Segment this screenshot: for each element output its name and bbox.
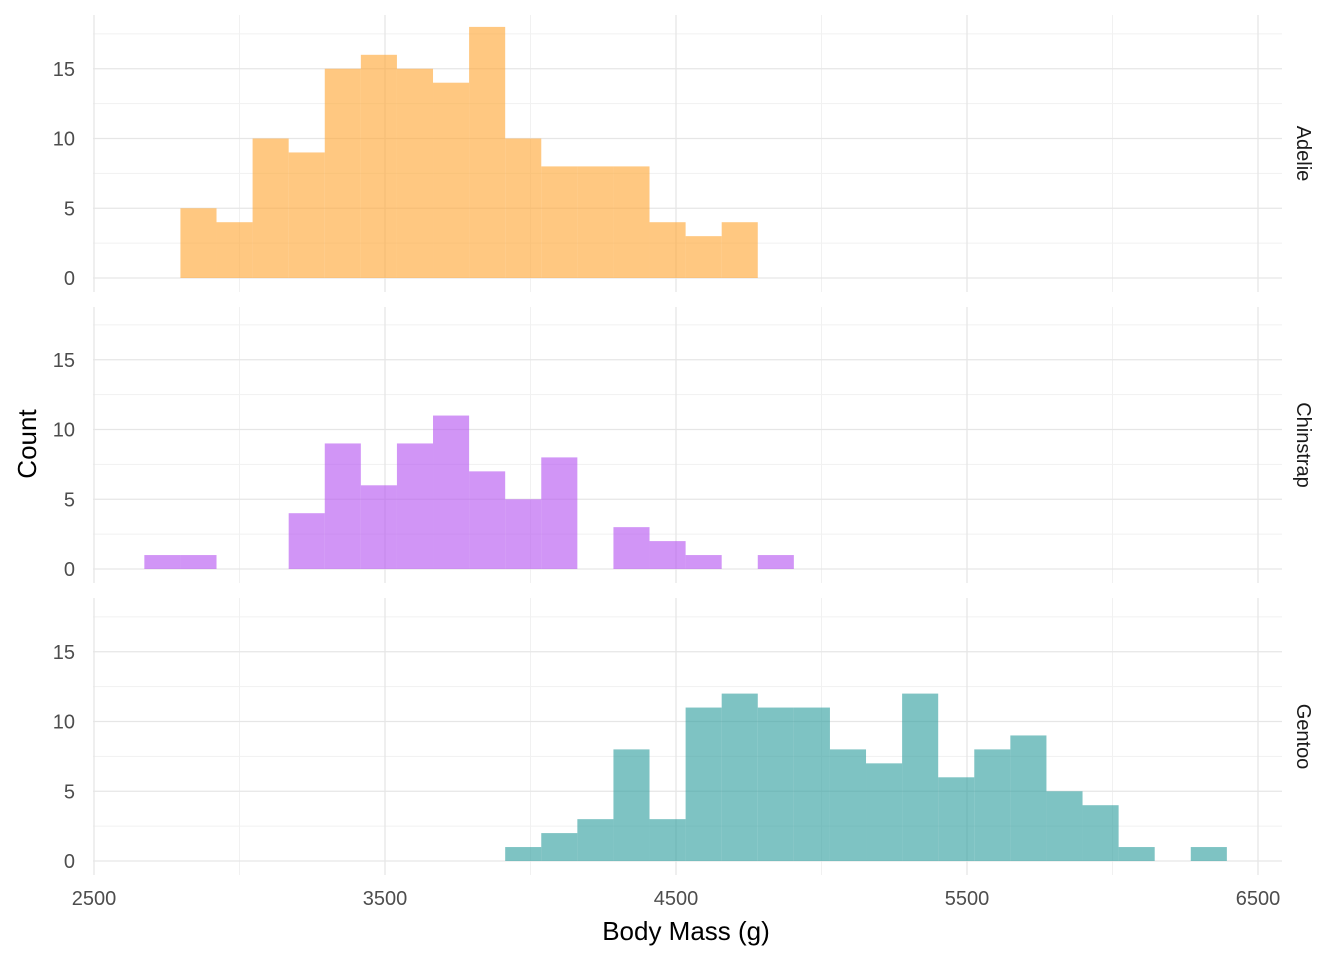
histogram-bar [180,208,217,278]
histogram-bar [793,707,830,861]
histogram-bar [252,138,289,278]
facet-strip-label: Chinstrap [1292,402,1314,488]
y-tick-label: 10 [53,129,75,151]
histogram-bar [757,555,794,569]
facet-panel-adelie: 0 5 10 15 Adelie [53,15,1314,292]
facet-strip-label: Adelie [1292,126,1314,182]
histogram-bar [1010,735,1047,861]
histogram-bar [685,707,722,861]
facet-panel-gentoo: 0 5 10 15 Gentoo [53,598,1314,875]
histogram-bar [360,485,397,569]
histogram-bar [288,152,325,278]
facet-panels: 0 5 10 15 Adelie 0 5 10 15 Chinstrap 0 5 10 15 Gentoo 2… [53,15,1314,910]
histogram-bar [541,833,578,861]
facet-panel-chinstrap: 0 5 10 15 Chinstrap [53,307,1314,583]
y-tick-label: 10 [53,420,75,442]
y-tick-label: 5 [64,198,75,220]
x-axis-title: Body Mass (g) [602,916,770,946]
histogram-bar [360,54,397,278]
histogram-bar [541,457,578,569]
x-tick-label: 6500 [1236,888,1281,910]
x-tick-label: 2500 [72,888,117,910]
histogram-bar [613,749,650,861]
y-tick-label: 0 [64,851,75,873]
y-tick-label: 15 [53,350,75,372]
histogram-bar [505,847,542,861]
y-tick-label: 5 [64,781,75,803]
y-tick-label: 0 [64,559,75,581]
histogram-bar [866,763,903,861]
y-tick-label: 0 [64,268,75,290]
histogram-bar [216,222,253,278]
y-tick-label: 10 [53,712,75,734]
histogram-bar [649,819,686,861]
histogram-bar [433,415,470,569]
histogram-bar [288,513,325,569]
y-tick-label: 15 [53,59,75,81]
histogram-bar [433,82,470,278]
histogram-bar [685,236,722,278]
histogram-bar [144,555,181,569]
histogram-bar [649,541,686,569]
histogram-bar [541,166,578,278]
histogram-bar [974,749,1011,861]
x-tick-label: 3500 [363,888,408,910]
histogram-bar [1190,847,1227,861]
histogram-bar [469,471,506,569]
histogram-bar [902,693,939,861]
histogram-bar [1046,791,1083,861]
histogram-bar [685,555,722,569]
x-tick-label: 5500 [945,888,990,910]
y-tick-label: 15 [53,642,75,664]
histogram-bar [829,749,867,861]
x-tick-label: 4500 [654,888,699,910]
histogram-bar [469,26,506,279]
facet-strip-label: Gentoo [1292,704,1314,770]
histogram-bar [505,138,542,278]
histogram-bar [1118,847,1155,861]
histogram-bar [396,443,434,569]
histogram-bar [757,707,794,861]
histogram-bar [396,68,434,278]
histogram-bar [577,819,614,861]
histogram-bar [721,222,758,278]
histogram-bar [649,222,686,278]
histogram-bar [1082,805,1119,861]
histogram-bar [613,527,650,569]
histogram-bar [938,777,975,861]
histogram-bar [613,166,650,278]
y-axis-title: Count [12,409,42,479]
x-axis-ticks: 2500 3500 4500 5500 6500 [72,888,1281,910]
histogram-bar [180,555,217,569]
histogram-bar [505,499,542,569]
y-tick-label: 5 [64,489,75,511]
histogram-bar [577,166,614,278]
histogram-bar [324,68,361,278]
histogram-bar [721,693,758,861]
histogram-bar [324,443,361,569]
